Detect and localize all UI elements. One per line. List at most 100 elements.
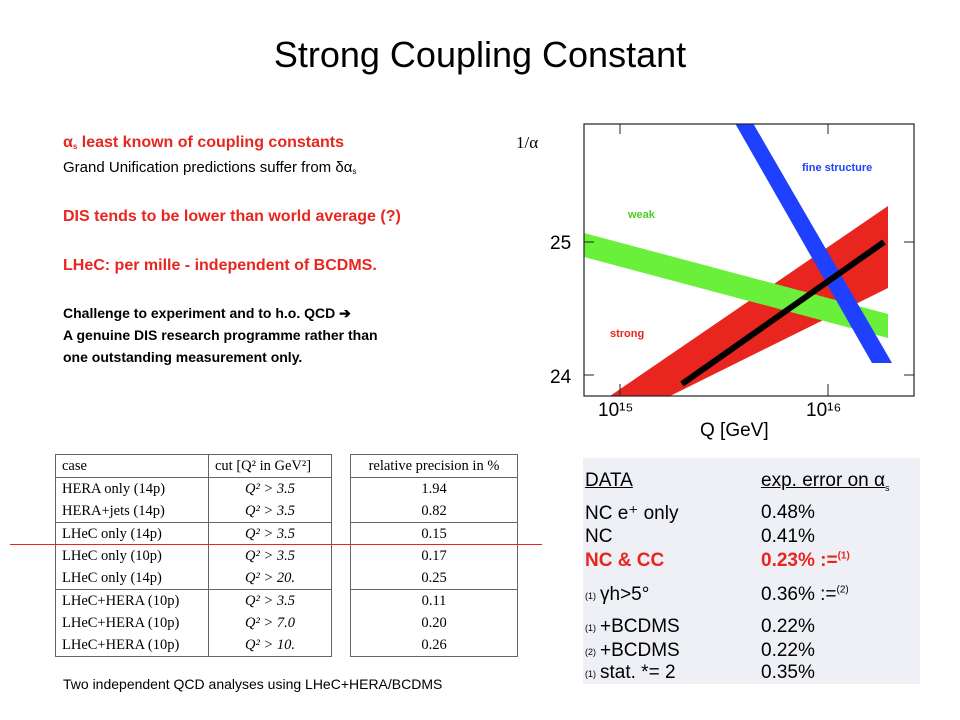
cases-table: case cut [Q² in GeV²] HERA only (14p) Q² … [55,454,332,657]
bullet-dis: DIS tends to be lower than world average… [63,208,401,225]
case-cell: LHeC+HERA (10p) [55,634,209,657]
table-row: LHeC only (10p) Q² > 3.5 [55,545,332,567]
case-cell: HERA+jets (14p) [55,500,209,523]
challenge-text: Challenge to experiment and to h.o. QCD [63,305,336,321]
cut-cell: Q² > 10. [208,634,332,657]
cut-cell: Q² > 3.5 [208,477,332,500]
challenge-line: Challenge to experiment and to h.o. QCD … [63,302,378,324]
panel-value-text: 0.36% := [761,584,837,605]
measurement-line: one outstanding measurement only. [63,349,303,365]
y-tick-label: 24 [550,367,572,388]
precision-cell: 0.20 [350,612,518,634]
bullet-alpha-s-text: least known of coupling constants [81,134,344,151]
case-cell: LHeC+HERA (10p) [55,612,209,634]
table-caption: Two independent QCD analyses using LHeC+… [63,676,443,692]
precision-cell: 0.11 [350,589,518,612]
panel-value: 0.23% :=(1) [761,550,850,572]
precision-cell: 0.26 [350,634,518,657]
header-precision: relative precision in % [350,454,518,478]
precision-cell: 0.15 [350,522,518,545]
panel-value: 0.35% [761,662,815,683]
panel-mark: (1) [585,591,596,601]
bullet-lhec: LHeC: per mille - independent of BCDMS. [63,257,377,274]
legend-strong: strong [610,328,644,340]
panel-value: 0.48% [761,502,815,523]
table-row: HERA only (14p) Q² > 3.5 [55,477,332,500]
panel-value: 0.36% :=(2) [761,584,849,606]
precision-cell: 0.82 [350,500,518,523]
panel-row: (1) γh>5° 0.36% :=(2) [583,584,920,608]
panel-label-text: +BCDMS [600,616,680,637]
panel-header-error: exp. error on αs [761,470,890,493]
header-case: case [55,454,209,478]
table-header-row: case cut [Q² in GeV²] [55,454,332,478]
panel-header-row: DATA exp. error on αs [583,470,920,494]
case-cell: LHeC+HERA (10p) [55,589,209,612]
panel-row: (2) +BCDMS 0.22% [583,640,920,664]
panel-label-text: γh>5° [600,584,650,605]
panel-value-sup: (1) [837,550,850,562]
panel-label: NC [585,526,613,547]
case-cell: LHeC only (14p) [55,522,209,545]
gut-line-text: Grand Unification predictions suffer fro… [63,159,332,176]
cut-cell: Q² > 3.5 [208,589,332,612]
cut-cell: Q² > 20. [208,567,332,590]
table-row: LHeC+HERA (10p) Q² > 7.0 [55,612,332,634]
fine-structure-band [735,124,892,363]
weak-band [584,233,888,338]
panel-value: 0.41% [761,526,815,547]
panel-label-text: stat. *= 2 [600,662,676,683]
gut-line: Grand Unification predictions suffer fro… [63,159,357,176]
panel-header-error-text: exp. error on α [761,470,885,491]
panel-row: (1) +BCDMS 0.22% [583,616,920,640]
cut-cell: Q² > 3.5 [208,545,332,567]
cut-cell: Q² > 3.5 [208,500,332,523]
table-row: LHeC+HERA (10p) Q² > 10. [55,634,332,657]
header-cut: cut [Q² in GeV²] [208,454,332,478]
case-cell: LHeC only (14p) [55,567,209,590]
panel-row: NC e⁺ only 0.48% [583,502,920,526]
table-row: 0.17 [350,545,518,567]
panel-row: (1) stat. *= 2 0.35% [583,662,920,686]
table-row: LHeC+HERA (10p) Q² > 3.5 [55,589,332,612]
cut-cell: Q² > 7.0 [208,612,332,634]
coupling-chart: 1/α 25 24 10¹⁵ 10¹⁶ Q [GeV] fine structu… [516,123,915,441]
panel-header-data: DATA [585,470,633,491]
panel-value: 0.22% [761,640,815,661]
table-row: LHeC only (14p) Q² > 3.5 [55,522,332,545]
panel-mark: (2) [585,647,596,657]
data-panel: DATA exp. error on αs NC e⁺ only 0.48% N… [583,458,920,684]
panel-label: (1) +BCDMS [585,616,680,638]
table-row: 0.82 [350,500,518,523]
precision-cell: 0.17 [350,545,518,567]
panel-value: 0.22% [761,616,815,637]
table-row: HERA+jets (14p) Q² > 3.5 [55,500,332,523]
panel-row: NC & CC 0.23% :=(1) [583,550,920,574]
panel-label: (1) γh>5° [585,584,649,606]
x-tick-label: 10¹⁶ [806,400,841,421]
panel-label: NC e⁺ only [585,503,679,524]
legend-fine-structure: fine structure [802,162,872,174]
bullet-alpha-s: αs least known of coupling constants [63,134,344,151]
panel-label: (1) stat. *= 2 [585,662,676,684]
precision-cell: 1.94 [350,477,518,500]
programme-line: A genuine DIS research programme rather … [63,327,378,343]
table-row: 0.11 [350,589,518,612]
challenge-block: Challenge to experiment and to h.o. QCD … [63,302,378,368]
red-divider-line [10,544,542,545]
cut-cell: Q² > 3.5 [208,522,332,545]
panel-mark: (1) [585,669,596,679]
case-cell: LHeC only (10p) [55,545,209,567]
table-row: 0.20 [350,612,518,634]
panel-label: (2) +BCDMS [585,640,680,662]
legend-weak: weak [627,209,656,221]
arrow-right-icon: ➔ [339,305,351,321]
panel-label: NC & CC [585,550,665,571]
panel-value-sup: (2) [836,584,849,596]
table-row: 0.25 [350,567,518,590]
y-axis-label: 1/α [516,133,538,152]
precision-cell: 0.25 [350,567,518,590]
table-row: 0.15 [350,522,518,545]
precision-table: relative precision in % 1.94 0.82 0.15 0… [350,454,518,657]
panel-value-text: 0.23% := [761,550,838,571]
